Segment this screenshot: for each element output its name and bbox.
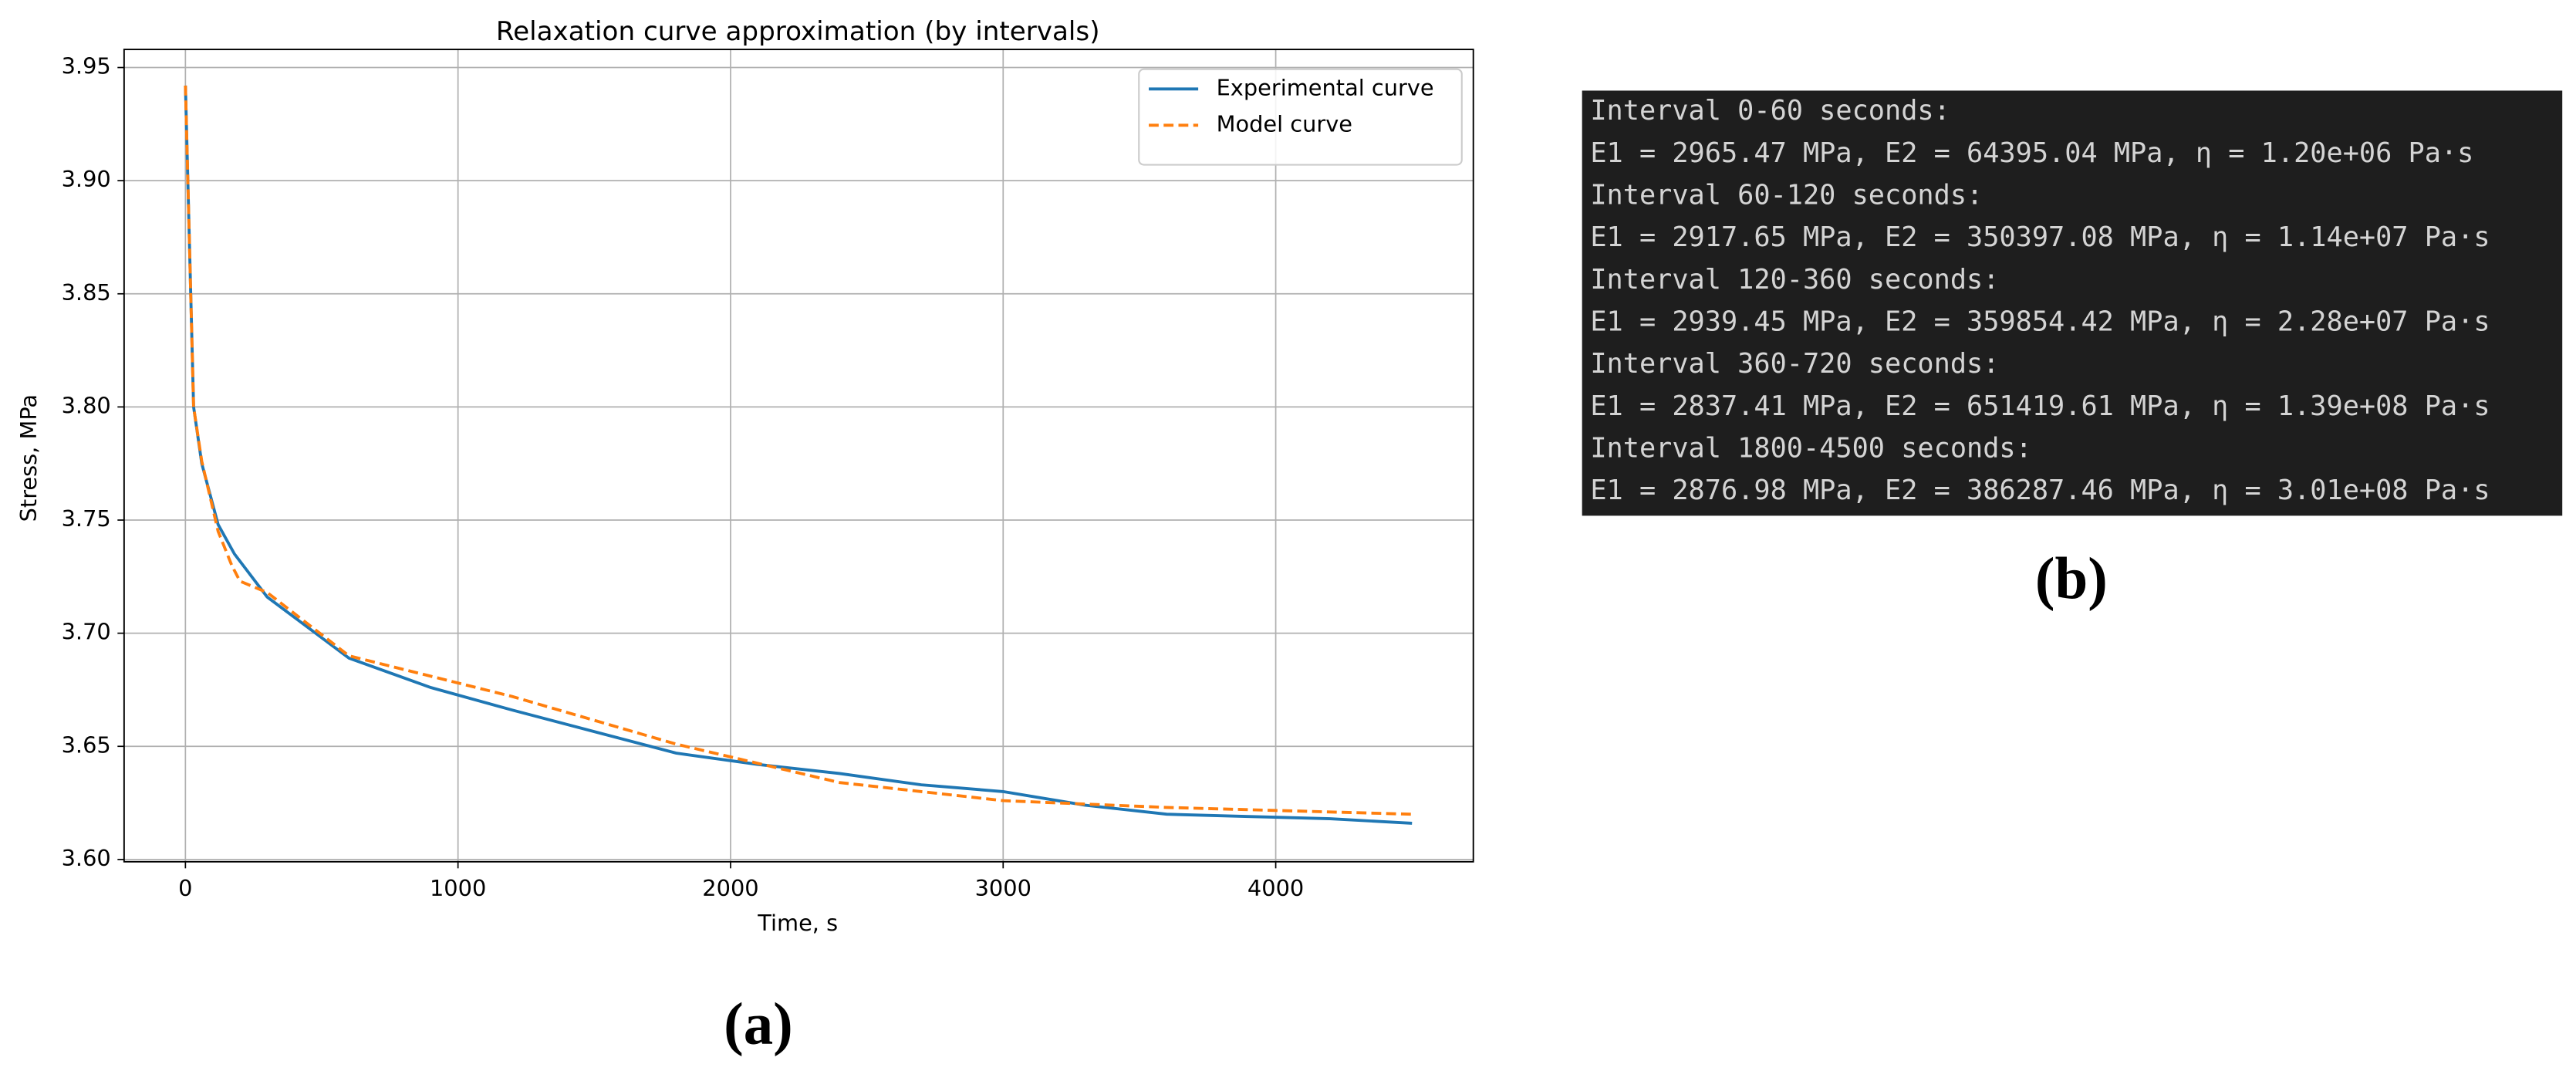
plot-frame — [123, 49, 1474, 863]
console-line: E1 = 2939.45 MPa, E2 = 359854.42 MPa, η … — [1590, 306, 2490, 338]
legend-box — [1138, 68, 1463, 166]
y-tick-label: 3.70 — [62, 619, 111, 645]
legend-label: Experimental curve — [1217, 74, 1434, 100]
y-tick-label: 3.75 — [62, 505, 111, 532]
x-tick-label: 3000 — [975, 875, 1031, 901]
console-line: E1 = 2837.41 MPa, E2 = 651419.61 MPa, η … — [1590, 390, 2490, 422]
x-tick-label: 4000 — [1247, 875, 1304, 901]
console-line: Interval 0-60 seconds: — [1590, 95, 1950, 127]
console-line: E1 = 2965.47 MPa, E2 = 64395.04 MPa, η =… — [1590, 137, 2473, 169]
x-tick-label: 2000 — [702, 875, 758, 901]
chart-title: Relaxation curve approximation (by inter… — [496, 16, 1100, 47]
console-line: Interval 60-120 seconds: — [1590, 180, 1983, 211]
console-line: E1 = 2876.98 MPa, E2 = 386287.46 MPa, η … — [1590, 475, 2490, 506]
y-tick-label: 3.90 — [62, 166, 111, 192]
console-line: Interval 120-360 seconds: — [1590, 264, 1999, 296]
y-axis-label: Stress, MPa — [15, 394, 42, 522]
legend-label: Model curve — [1217, 110, 1352, 137]
x-tick-label: 0 — [178, 875, 192, 901]
y-tick-label: 3.85 — [62, 279, 111, 306]
x-tick-label: 1000 — [430, 875, 486, 901]
x-axis-label: Time, s — [757, 910, 838, 936]
data-line — [184, 85, 1413, 825]
console-panel — [1582, 90, 2563, 516]
y-tick-label: 3.60 — [62, 845, 111, 871]
console-line: Interval 360-720 seconds: — [1590, 348, 1999, 380]
data-line — [184, 85, 1413, 816]
y-tick-label: 3.95 — [62, 53, 111, 79]
panel-label: (a) — [724, 991, 793, 1056]
y-tick-label: 3.65 — [62, 731, 111, 758]
console-line: E1 = 2917.65 MPa, E2 = 350397.08 MPa, η … — [1590, 221, 2490, 253]
console-line: Interval 1800-4500 seconds: — [1590, 433, 2032, 465]
panel-label: (b) — [2035, 546, 2108, 612]
y-tick-label: 3.80 — [62, 392, 111, 418]
